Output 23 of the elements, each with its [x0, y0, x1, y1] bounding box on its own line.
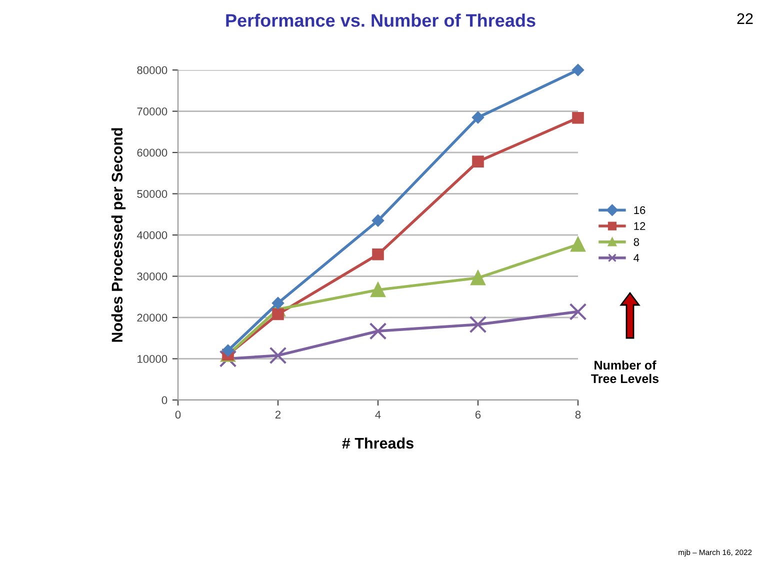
- x-tick-label: 8: [575, 410, 581, 419]
- x-tick-label: 0: [175, 410, 181, 419]
- legend-label: 12: [634, 222, 646, 230]
- y-tick-label: 60000: [137, 148, 168, 157]
- y-tick-label: 30000: [137, 272, 168, 280]
- y-tick-label: 20000: [137, 314, 168, 322]
- y-tick-label: 70000: [137, 108, 168, 116]
- legend-label: 8: [634, 238, 640, 246]
- y-axis-title: Nodes Processed per Second: [111, 128, 126, 342]
- text: Number of Tree Levels: [591, 360, 659, 384]
- legend-label: 16: [634, 206, 646, 214]
- x-tick-label: 2: [275, 410, 281, 418]
- x-axis-title: # Threads: [342, 437, 414, 449]
- x-tick-label: 6: [475, 410, 481, 419]
- y-tick-label: 80000: [137, 66, 168, 74]
- y-tick-label: 0: [162, 396, 168, 404]
- text: 22: [737, 13, 753, 24]
- x-tick-label: 4: [375, 410, 381, 418]
- y-tick-label: 40000: [136, 231, 168, 240]
- legend-label: 4: [634, 254, 640, 262]
- chart-title: Performance vs. Number of Threads: [226, 14, 536, 27]
- y-tick-label: 10000: [138, 355, 168, 363]
- y-tick-label: 50000: [137, 190, 168, 198]
